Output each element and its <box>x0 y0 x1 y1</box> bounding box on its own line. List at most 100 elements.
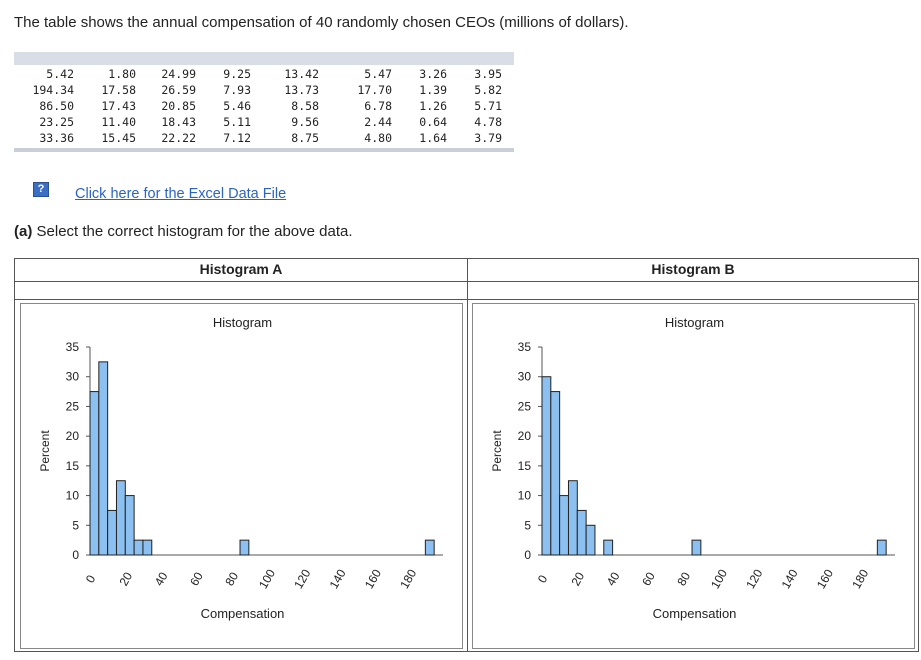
table-cell: 13.73 <box>284 83 319 97</box>
x-tick-label: 140 <box>327 567 349 592</box>
histogram-a-panel[interactable]: Histogram 0 5 10 15 20 25 30 35 Percent 0 20 40 60 80 1… <box>20 303 463 649</box>
histogram-b-panel[interactable]: Histogram 0 5 10 15 20 25 30 35 Percent 0 20 40 60 80 1… <box>472 303 915 649</box>
y-tick-label: 5 <box>72 518 79 532</box>
table-cell: 17.70 <box>357 83 392 97</box>
x-tick-label: 160 <box>362 567 384 592</box>
table-cell: 33.36 <box>39 131 74 145</box>
x-tick-label: 120 <box>743 567 765 592</box>
prompt: (a) Select the correct histogram for the… <box>14 223 353 240</box>
x-tick-label: 100 <box>256 567 278 592</box>
data-table: 5.42 1.80 24.99 9.25 13.42 5.47 3.26 3.95 194.34… <box>14 52 514 152</box>
histogram-bar <box>576 509 587 556</box>
table-cell: 1.64 <box>419 131 447 145</box>
x-tick-label: 160 <box>814 567 836 592</box>
histogram-a-header[interactable]: Histogram A <box>199 261 283 277</box>
table-cell: 3.26 <box>419 67 447 81</box>
table-cell: 5.11 <box>223 115 251 129</box>
column-divider <box>467 259 468 651</box>
table-cell: 6.78 <box>364 99 392 113</box>
table-cell: 4.78 <box>474 115 502 129</box>
table-row: 194.34 17.58 26.59 7.93 13.73 17.70 1.39 5.82 <box>14 82 502 98</box>
histogram-bar <box>559 495 569 556</box>
y-axis-label: Percent <box>38 430 52 472</box>
table-cell: 13.42 <box>284 67 319 81</box>
histogram-bar <box>550 391 561 556</box>
table-cell: 17.58 <box>101 83 136 97</box>
x-tick-label: 0 <box>535 572 551 585</box>
table-cell: 18.43 <box>161 115 196 129</box>
histogram-a-chart: Histogram 0 5 10 15 20 25 30 35 Percent 0 20 40 60 80 1… <box>38 315 443 621</box>
histogram-b-header[interactable]: Histogram B <box>651 261 735 277</box>
x-tick-label: 40 <box>604 569 623 588</box>
table-cell: 3.95 <box>474 67 502 81</box>
histogram-bar <box>567 480 578 556</box>
histogram-bar <box>239 539 250 556</box>
x-tick-label: 0 <box>83 572 99 585</box>
x-tick-label: 100 <box>708 567 730 592</box>
table-cell: 5.82 <box>474 83 502 97</box>
table-cell: 1.80 <box>108 67 136 81</box>
table-cell: 8.58 <box>291 99 319 113</box>
histogram-bar <box>133 539 144 556</box>
y-tick-label: 15 <box>66 459 80 473</box>
y-tick-label: 5 <box>524 518 531 532</box>
x-tick-label: 80 <box>674 569 693 588</box>
y-tick-label: 10 <box>66 489 80 503</box>
y-tick-label: 0 <box>72 548 79 562</box>
table-cell: 5.46 <box>223 99 251 113</box>
y-tick-label: 20 <box>66 429 80 443</box>
y-tick-label: 20 <box>518 429 532 443</box>
y-tick-label: 0 <box>524 548 531 562</box>
y-tick-label: 30 <box>518 370 532 384</box>
table-row: 86.50 17.43 20.85 5.46 8.58 6.78 1.26 5.71 <box>14 98 502 114</box>
header-row: Histogram A Histogram B <box>15 259 918 282</box>
x-axis-label: Compensation <box>201 606 285 621</box>
table-cell: 5.71 <box>474 99 502 113</box>
table-cell: 7.93 <box>223 83 251 97</box>
histogram-bar <box>541 376 552 556</box>
table-row: 5.42 1.80 24.99 9.25 13.42 5.47 3.26 3.95 <box>14 66 502 82</box>
histogram-bar <box>98 361 109 556</box>
y-tick-label: 25 <box>518 399 532 413</box>
table-cell: 194.34 <box>32 83 74 97</box>
table-cell: 3.79 <box>474 131 502 145</box>
histogram-bar <box>876 539 887 556</box>
x-tick-label: 180 <box>397 567 419 592</box>
x-tick-label: 140 <box>779 567 801 592</box>
table-row: 23.25 11.40 18.43 5.11 9.56 2.44 0.64 4.78 <box>14 114 502 130</box>
histogram-choices: Histogram A Histogram B Histogram 0 5 10 15 2… <box>14 258 919 652</box>
y-tick-label: 10 <box>518 489 532 503</box>
histogram-bar <box>142 539 153 556</box>
table-cell: 5.47 <box>364 67 392 81</box>
compensation-table: 5.42 1.80 24.99 9.25 13.42 5.47 3.26 3.95 194.34… <box>14 66 502 146</box>
table-cell: 4.80 <box>364 131 392 145</box>
y-axis-label: Percent <box>490 430 504 472</box>
x-tick-label: 180 <box>849 567 871 592</box>
table-cell: 2.44 <box>364 115 392 129</box>
table-cell: 15.45 <box>101 131 136 145</box>
prompt-text: Select the correct histogram for the abo… <box>36 223 353 240</box>
x-axis-label: Compensation <box>653 606 737 621</box>
histogram-bar <box>691 539 702 556</box>
table-cell: 0.64 <box>419 115 447 129</box>
x-tick-label: 20 <box>116 569 135 588</box>
spacer-row <box>15 281 918 300</box>
y-tick-label: 15 <box>518 459 532 473</box>
x-tick-label: 60 <box>639 569 658 588</box>
question-icon[interactable]: ? <box>33 182 49 197</box>
chart-title: Histogram <box>213 315 272 330</box>
histogram-bar <box>107 509 117 556</box>
x-tick-label: 40 <box>152 569 171 588</box>
table-cell: 24.99 <box>161 67 196 81</box>
table-cell: 20.85 <box>161 99 196 113</box>
table-bottom-bar <box>14 148 514 152</box>
table-cell: 8.75 <box>291 131 319 145</box>
question-text: The table shows the annual compensation … <box>14 14 629 31</box>
excel-data-link[interactable]: Click here for the Excel Data File <box>75 186 287 202</box>
table-cell: 17.43 <box>101 99 136 113</box>
y-tick-label: 25 <box>66 399 80 413</box>
table-cell: 7.12 <box>223 131 251 145</box>
y-tick-label: 35 <box>66 340 80 354</box>
y-tick-label: 30 <box>66 370 80 384</box>
table-cell: 26.59 <box>161 83 196 97</box>
